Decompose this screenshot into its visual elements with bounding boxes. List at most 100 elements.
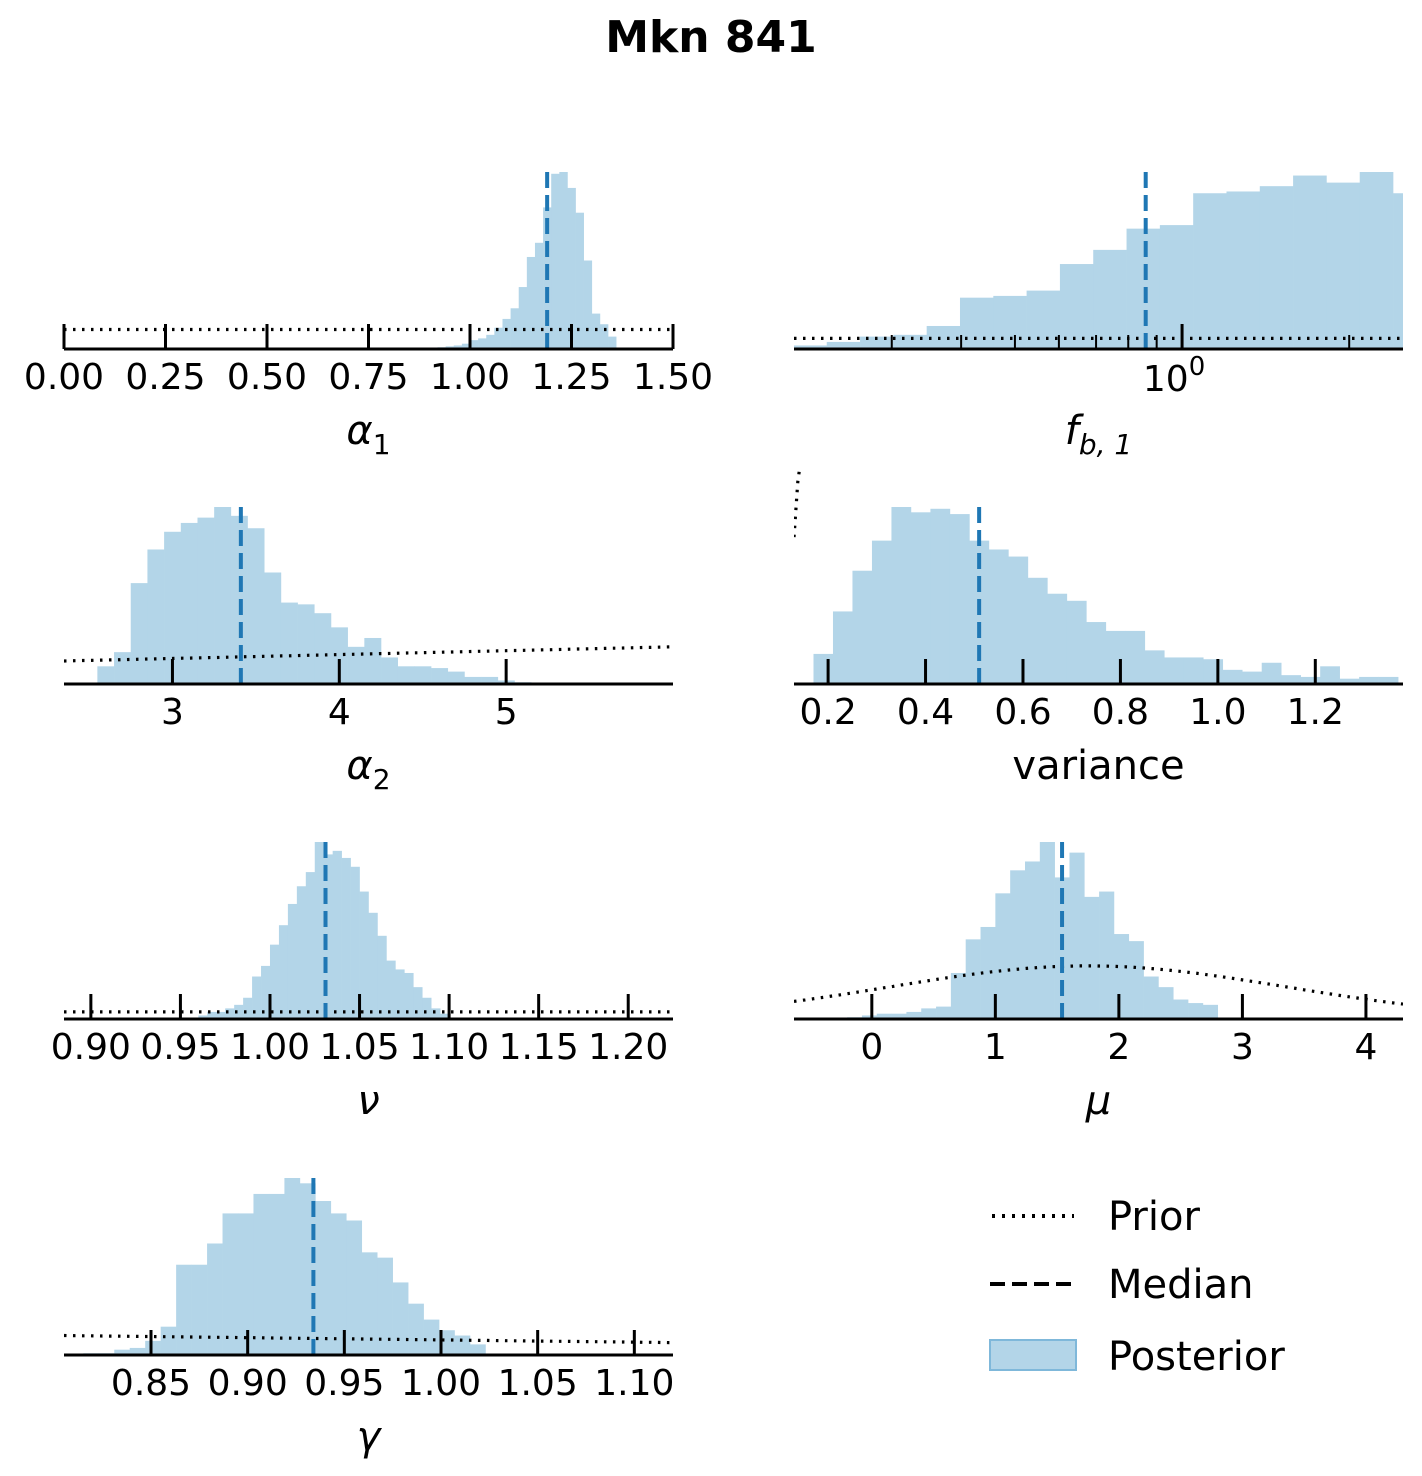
posterior-bar: [891, 507, 912, 684]
x-tick-label: 0.25: [125, 357, 205, 398]
x-axis-label: μ: [1085, 1078, 1111, 1124]
posterior-bar: [297, 604, 315, 684]
x-axis-label: ν: [357, 1078, 379, 1124]
x-tick-label: 1.00: [230, 1027, 310, 1068]
posterior-bar: [1086, 622, 1107, 684]
posterior-bar: [1059, 264, 1094, 349]
x-tick-label: 1.0: [1189, 692, 1246, 733]
posterior-bar: [876, 1013, 892, 1019]
x-tick-label: 3: [1231, 1027, 1254, 1068]
posterior-bar: [794, 345, 828, 349]
posterior-bar: [314, 613, 332, 684]
x-axis-label: γ: [357, 1414, 383, 1460]
posterior-bar: [147, 549, 165, 684]
posterior-bar: [1093, 249, 1127, 349]
posterior-bar: [1259, 186, 1294, 349]
posterior-bar: [453, 345, 463, 349]
posterior-bar: [207, 1243, 223, 1355]
posterior-bar: [1039, 842, 1055, 1019]
posterior-bar: [1226, 191, 1261, 349]
posterior-bar: [114, 652, 132, 684]
posterior-bar: [1378, 676, 1399, 684]
x-tick-label: 1.00: [401, 1363, 481, 1404]
posterior-bar: [1126, 228, 1161, 349]
posterior-bar: [1047, 593, 1068, 684]
posterior-bar: [314, 842, 325, 1019]
posterior-bar: [1393, 193, 1403, 349]
posterior-bar: [197, 517, 215, 684]
posterior-bar: [1202, 1004, 1219, 1019]
x-tick-label: 1.2: [1287, 692, 1344, 733]
posterior-bar: [583, 260, 593, 349]
posterior-bar: [397, 666, 415, 684]
posterior-bar: [461, 343, 471, 349]
x-tick-label: 0.2: [799, 692, 856, 733]
posterior-bar: [330, 627, 348, 684]
posterior-bar: [1159, 225, 1194, 349]
posterior-bar: [949, 514, 970, 684]
posterior-bar: [269, 944, 280, 1019]
posterior-bar: [164, 531, 182, 684]
posterior-bar: [247, 528, 265, 684]
posterior-bar: [1128, 941, 1144, 1019]
posterior-bar: [599, 324, 609, 349]
posterior-bar: [591, 313, 601, 349]
posterior-bar: [1326, 182, 1361, 349]
posterior-bar: [296, 886, 307, 1019]
posterior-bar: [346, 1220, 363, 1355]
posterior-bar: [502, 318, 511, 349]
posterior-bar: [284, 1178, 301, 1355]
posterior-bar: [1242, 671, 1263, 684]
subplot-7: 0.85 0.90 0.95 1.00 1.05 1.10 γ: [64, 1178, 674, 1460]
posterior-bar: [422, 997, 432, 1019]
legend-prior-label: Prior: [1108, 1194, 1200, 1240]
posterior-bar: [160, 1326, 177, 1355]
posterior-bar: [414, 666, 432, 684]
x-tick-label: 0: [860, 1027, 883, 1068]
posterior-bar: [252, 976, 262, 1019]
posterior-bar: [930, 508, 951, 684]
prior-curve: [794, 964, 1403, 1006]
x-axis-label: variance: [1012, 743, 1184, 789]
posterior-bar: [1143, 976, 1159, 1019]
posterior-bar: [234, 1004, 244, 1019]
posterior-bar: [1222, 669, 1243, 684]
posterior-bar: [470, 340, 479, 349]
posterior-bar: [395, 969, 405, 1019]
posterior-bar: [1027, 577, 1048, 684]
posterior-bar: [180, 522, 198, 684]
posterior-bar: [130, 583, 148, 684]
posterior-bar: [1188, 1003, 1204, 1019]
posterior-bar: [216, 1011, 226, 1019]
x-tick-label: 0.75: [328, 357, 408, 398]
posterior-bar: [478, 338, 487, 349]
posterior-bar: [518, 287, 528, 349]
posterior-bar: [832, 611, 853, 684]
posterior-bar: [959, 297, 994, 349]
posterior-bar: [1300, 676, 1321, 684]
posterior-bar: [330, 1213, 347, 1355]
posterior-bar: [988, 549, 1009, 684]
posterior-bar: [454, 1335, 471, 1355]
x-tick-label: 1.10: [409, 1027, 489, 1068]
posterior-bar: [1293, 175, 1327, 349]
posterior-bar: [995, 893, 1011, 1019]
x-tick-label: 1.50: [633, 357, 713, 398]
posterior-bar: [494, 327, 503, 349]
plot-area: [794, 467, 1399, 684]
posterior-bar: [980, 926, 996, 1019]
posterior-bar: [608, 336, 617, 349]
posterior-bar: [906, 1011, 922, 1019]
posterior-bar: [1261, 662, 1282, 684]
legend: Prior Median Posterior: [989, 1194, 1285, 1380]
posterior-bar: [1203, 659, 1224, 684]
subplot-4: 0.2 0.4 0.6 0.8 1.0 1.2 variance: [794, 467, 1403, 789]
posterior-bar: [198, 1015, 208, 1019]
x-tick-label: 0.85: [111, 1363, 191, 1404]
posterior-bar: [936, 1006, 952, 1019]
posterior-bar: [852, 570, 873, 684]
x-axis-label: α2: [346, 743, 390, 796]
posterior-bar: [261, 965, 271, 1019]
